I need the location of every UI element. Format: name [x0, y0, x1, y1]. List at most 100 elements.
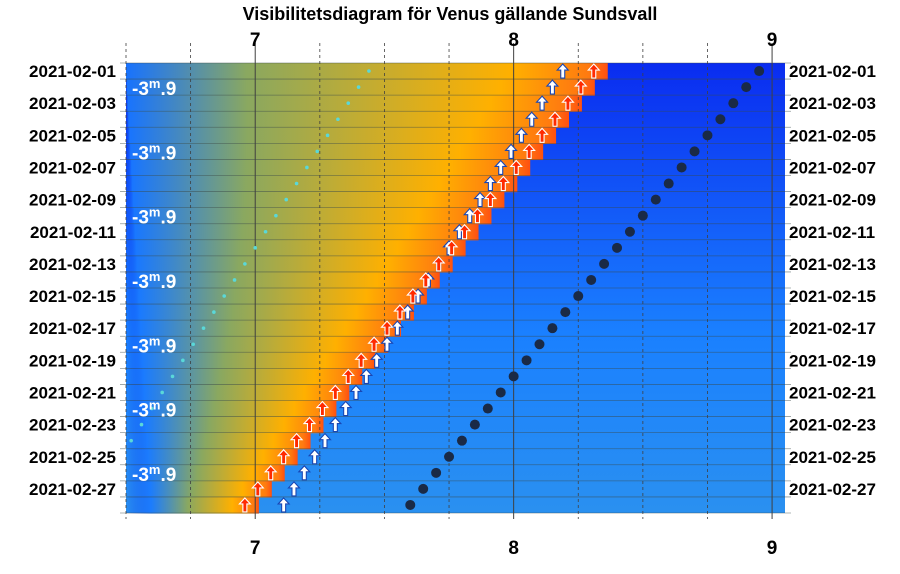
rise-arrow: [545, 79, 560, 95]
sunset-arrow: [574, 79, 588, 95]
twilight-band: [126, 239, 466, 257]
twilight-band: [126, 464, 285, 482]
twilight-band: [126, 496, 259, 514]
date-label-left: 2021-02-15: [29, 287, 116, 306]
rise-arrow: [493, 159, 508, 176]
date-label-right: 2021-02-27: [789, 480, 876, 499]
twilight-band: [126, 480, 272, 498]
date-label-left: 2021-02-13: [29, 255, 116, 274]
sunset-arrow: [431, 256, 446, 272]
sunset-arrow: [302, 416, 317, 433]
twilight-band: [126, 127, 557, 144]
navy-dot: [456, 435, 467, 446]
rise-arrow: [380, 336, 394, 352]
navy-dot: [612, 242, 623, 253]
date-label-right: 2021-02-11: [789, 223, 875, 242]
navy-dot: [431, 467, 442, 478]
date-label-left: 2021-02-03: [29, 94, 116, 113]
navy-dot: [715, 114, 726, 125]
twilight-band: [126, 384, 350, 402]
sunset-arrow: [444, 240, 459, 256]
x-tick-label-top: 7: [250, 30, 261, 51]
navy-dot: [728, 98, 739, 109]
date-label-right: 2021-02-09: [789, 191, 876, 210]
cyan-dot: [284, 197, 289, 202]
sunset-arrow: [548, 111, 562, 127]
date-label-left: 2021-02-09: [29, 191, 116, 210]
twilight-band: [126, 255, 453, 273]
cyan-dot: [243, 262, 247, 266]
twilight-band: [126, 271, 440, 289]
navy-dot: [689, 146, 700, 157]
twilight-band: [126, 336, 389, 353]
cyan-dot: [253, 246, 258, 250]
cyan-dot: [160, 390, 164, 395]
cyan-dot: [274, 213, 278, 218]
date-label-left: 2021-02-11: [30, 223, 116, 242]
rise-arrow: [328, 416, 343, 433]
date-label-left: 2021-02-19: [29, 351, 116, 370]
date-label-right: 2021-02-25: [789, 448, 876, 467]
navy-dot: [469, 419, 480, 430]
magnitude-value: -3m.9: [132, 398, 176, 422]
cyan-dot: [201, 326, 206, 330]
twilight-band: [126, 400, 337, 418]
date-labels: 2021-02-01 2021-02-01 2021-02-03 2021-02-03…: [29, 62, 876, 499]
sunset-arrow: [263, 465, 278, 481]
sunset-arrow: [341, 368, 356, 384]
rise-arrow: [555, 63, 570, 79]
sunset-arrow: [393, 304, 407, 320]
navy-dot: [547, 323, 558, 334]
chart-title: Visibilitetsdiagram för Venus gällande S…: [243, 4, 658, 24]
rise-arrow: [287, 481, 301, 497]
twilight-band: [126, 432, 311, 450]
magnitude-label: -3m.9: [132, 269, 176, 293]
date-label-left: 2021-02-05: [29, 126, 116, 145]
navy-dot: [495, 387, 506, 398]
rise-arrow: [524, 111, 539, 127]
twilight-band: [126, 304, 414, 321]
cyan-dot: [212, 310, 216, 314]
date-label-right: 2021-02-13: [789, 255, 876, 274]
cyan-dot: [294, 181, 299, 186]
sunset-arrow: [276, 448, 291, 465]
x-tick-label-top: 8: [508, 30, 519, 51]
twilight-band: [126, 63, 608, 80]
rise-arrow: [297, 465, 312, 481]
magnitude-label: -3m.9: [132, 76, 176, 100]
cyan-dot: [263, 229, 268, 234]
date-label-left: 2021-02-21: [29, 383, 116, 402]
cyan-dot: [150, 406, 154, 411]
date-label-right: 2021-02-23: [789, 416, 876, 435]
sunset-arrow: [406, 288, 420, 304]
cyan-dot: [336, 117, 340, 122]
rise-arrow: [504, 143, 518, 159]
date-label-right: 2021-02-17: [789, 319, 876, 338]
cyan-dot: [232, 278, 237, 282]
navy-dot: [482, 403, 493, 414]
rise-arrow: [535, 95, 549, 111]
chart-marks: [129, 63, 765, 513]
sunset-arrow: [419, 272, 433, 288]
magnitude-value: -3m.9: [132, 76, 176, 100]
rise-arrow: [338, 400, 353, 417]
cyan-dot: [181, 358, 185, 363]
cyan-dot: [191, 342, 195, 347]
twilight-band: [126, 352, 376, 369]
sunset-arrow: [251, 481, 265, 497]
twilight-band: [126, 223, 479, 241]
cyan-dot: [170, 374, 175, 379]
magnitude-value: -3m.9: [132, 140, 176, 164]
date-label-right: 2021-02-05: [789, 126, 876, 145]
navy-dot: [650, 194, 661, 205]
rise-arrow: [514, 127, 529, 143]
date-label-right: 2021-02-15: [789, 287, 876, 306]
rise-arrow: [349, 384, 363, 401]
navy-dot: [534, 339, 545, 350]
magnitude-value: -3m.9: [132, 333, 176, 357]
twilight-band: [126, 416, 324, 434]
twilight-band: [126, 95, 582, 112]
sunset-arrow: [496, 175, 511, 192]
magnitude-label: -3m.9: [132, 462, 176, 486]
